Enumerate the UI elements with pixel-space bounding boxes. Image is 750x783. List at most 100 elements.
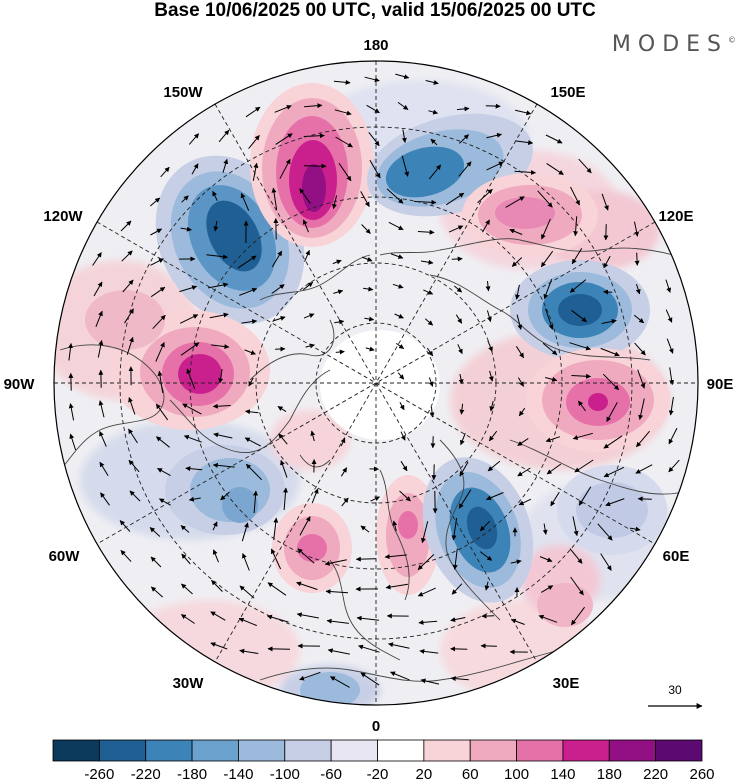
reference-vector-label: 30	[668, 683, 682, 697]
wind-vector	[572, 516, 579, 537]
wind-vector	[310, 430, 316, 442]
wind-vector	[327, 648, 350, 655]
wind-vector	[220, 491, 230, 501]
wind-vector	[606, 402, 618, 423]
anomaly-field	[54, 73, 691, 705]
wind-vector	[668, 427, 678, 445]
wind-vector	[334, 319, 345, 325]
wind-vector	[629, 526, 641, 532]
wind-vector	[668, 396, 674, 416]
wind-vector	[486, 492, 504, 501]
colorbar-swatch	[145, 739, 193, 762]
wind-vector	[266, 614, 289, 623]
wind-vector	[325, 589, 349, 595]
wind-vector	[396, 342, 405, 350]
wind-vector	[397, 101, 409, 111]
wind-vector	[578, 486, 592, 506]
wind-vector	[364, 316, 375, 322]
wind-vector	[253, 490, 259, 514]
anomaly-low-70w	[165, 445, 285, 535]
map-border	[53, 60, 699, 706]
wind-vector	[241, 522, 249, 542]
wind-vector	[121, 250, 133, 262]
wind-vector	[245, 463, 263, 481]
wind-vector	[150, 286, 166, 298]
wind-vector	[571, 373, 592, 379]
wind-vector	[239, 648, 259, 654]
wind-vector	[487, 460, 501, 472]
colorbar-tick-label: -60	[320, 766, 342, 783]
wind-vector	[212, 190, 218, 201]
wind-vector	[297, 548, 315, 564]
anomaly-high-165w	[250, 83, 374, 247]
wind-vector	[335, 349, 345, 355]
wind-vector	[424, 318, 434, 326]
wind-vector	[577, 400, 587, 412]
wind-vector	[155, 403, 169, 421]
wind-vector	[482, 219, 490, 233]
wind-vector	[334, 109, 352, 116]
wind-vector	[486, 161, 504, 171]
lon-label-30w: 30W	[173, 675, 205, 692]
wind-vector	[542, 523, 548, 535]
wind-vector	[244, 349, 256, 355]
wind-vector	[302, 281, 314, 291]
wind-vector	[222, 158, 229, 173]
wind-vector	[601, 193, 609, 211]
wind-vector	[181, 195, 189, 203]
wind-vector	[69, 433, 77, 451]
wind-vector	[299, 671, 321, 681]
wind-vector	[158, 498, 171, 506]
coastlines	[59, 238, 691, 682]
wind-vector	[399, 401, 405, 411]
wind-vector	[420, 521, 429, 544]
wind-vector	[180, 342, 200, 356]
colorbar: -260 -220 -180 -140 -100 -60 -20 20 60 100 140 180 2…	[52, 739, 715, 783]
wind-vector	[453, 285, 463, 293]
wind-vector	[573, 216, 579, 237]
wind-vector	[479, 520, 491, 532]
wind-vector	[93, 281, 103, 297]
wind-vector	[428, 109, 439, 115]
wind-vector	[245, 409, 259, 415]
wind-vector	[537, 190, 553, 208]
wind-vector	[211, 344, 230, 350]
wind-vector	[272, 316, 286, 322]
wind-vector	[364, 76, 380, 83]
wind-vector	[600, 553, 612, 571]
wind-vector	[488, 370, 494, 382]
wind-vector	[459, 461, 469, 477]
wind-vector	[456, 106, 470, 112]
wind-vector	[634, 221, 640, 237]
wind-vector	[283, 487, 289, 511]
wind-vector	[180, 525, 190, 533]
wind-vector	[368, 131, 380, 147]
wind-vector	[150, 258, 164, 266]
wind-vector	[340, 437, 346, 447]
wind-vector	[578, 158, 592, 174]
map-title: Base 10/06/2025 00 UTC, valid 15/06/2025…	[154, 0, 596, 21]
wind-vector	[400, 460, 408, 472]
wind-vector	[451, 256, 463, 262]
wind-vector	[361, 256, 373, 262]
wind-vector	[425, 80, 439, 85]
wind-vector	[457, 344, 463, 355]
wind-vector	[208, 282, 229, 289]
wind-vector	[245, 106, 261, 118]
wind-vector	[420, 259, 434, 265]
wind-vector	[541, 218, 551, 240]
wind-vector	[157, 467, 171, 477]
wind-vector	[237, 255, 257, 269]
wind-vector	[120, 550, 132, 562]
wind-vector	[218, 369, 224, 384]
colorbar-swatch	[330, 739, 378, 762]
wind-vector	[395, 73, 410, 80]
wind-vector	[338, 162, 352, 182]
wind-vector	[572, 432, 593, 440]
wind-vector	[212, 549, 219, 563]
wind-vector	[252, 162, 259, 181]
wind-vector	[277, 405, 287, 413]
wind-vector	[634, 252, 640, 266]
wind-vector	[366, 104, 380, 114]
